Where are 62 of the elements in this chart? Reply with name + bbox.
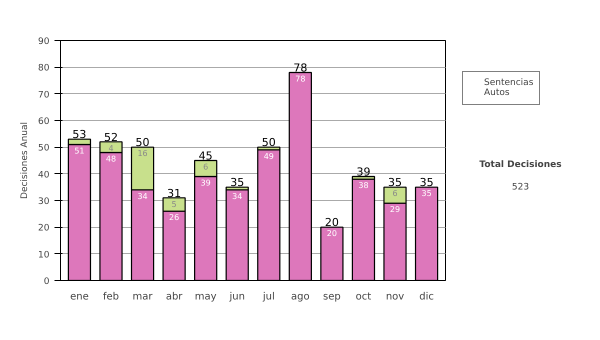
y-tick-label: 10 — [38, 250, 50, 260]
data-label: 35 — [421, 189, 432, 198]
total-label: 50 — [136, 136, 150, 150]
y-tick-label: 40 — [38, 170, 50, 180]
data-label: 6 — [203, 162, 208, 172]
y-tick-label: 80 — [38, 64, 50, 74]
total-label: 35 — [388, 176, 402, 190]
data-label: 51 — [74, 146, 85, 156]
data-label: 39 — [200, 178, 211, 188]
x-tick-label: sep — [323, 292, 341, 302]
bar — [257, 149, 280, 280]
data-label: 34 — [232, 192, 242, 201]
data-label: 38 — [358, 181, 369, 190]
data-label: 26 — [169, 213, 180, 222]
text: Total Decisiones — [479, 160, 562, 170]
bar — [288, 72, 312, 280]
bar — [414, 186, 438, 280]
x-tick-label: jun — [228, 292, 245, 302]
x-tick-label: abr — [166, 292, 184, 302]
y-tick-label: 50 — [38, 144, 50, 154]
total-label: 45 — [198, 150, 213, 162]
x-tick-label: ene — [70, 292, 89, 302]
data-label: 49 — [264, 152, 274, 161]
data-label: 4 — [108, 144, 114, 153]
data-label: 48 — [106, 154, 116, 164]
total-label: 20 — [324, 216, 339, 230]
y-tick-label: 90 — [38, 37, 50, 47]
bar — [226, 189, 249, 280]
x-tick-label: mar — [132, 292, 154, 302]
total-label: 35 — [420, 176, 434, 190]
total-label: 35 — [230, 176, 244, 190]
x-tick-label: nov — [386, 292, 404, 302]
total-label: 53 — [72, 128, 86, 142]
x-tick-label: may — [194, 292, 217, 302]
data-label: 34 — [137, 192, 148, 201]
data-label: 78 — [295, 74, 306, 84]
bar — [352, 178, 376, 280]
bar — [320, 226, 344, 280]
y-tick-label: 20 — [38, 224, 50, 234]
total-label: 78 — [293, 62, 308, 74]
total-label: 39 — [356, 166, 370, 178]
y-tick-label: 70 — [38, 90, 50, 100]
data-label: 29 — [390, 205, 400, 214]
data-label: 20 — [326, 229, 337, 238]
y-tick-label: 60 — [38, 117, 50, 127]
y-tick-label: 0 — [44, 277, 50, 287]
x-tick-label: oct — [356, 292, 372, 302]
data-label: 16 — [137, 149, 148, 158]
y-tick-label: 30 — [38, 197, 50, 207]
total-label: 52 — [104, 130, 118, 144]
total-label: 31 — [167, 186, 182, 200]
text: 523 — [512, 182, 530, 192]
text: Sentencias — [484, 78, 534, 88]
text: Autos — [484, 88, 510, 98]
x-tick-label: feb — [102, 292, 120, 302]
y-axis-title: Decisiones Anual — [20, 122, 30, 199]
data-label: 5 — [172, 200, 177, 209]
x-tick-label: ago — [291, 292, 310, 302]
x-tick-label: jul — [262, 292, 275, 302]
total-label: 50 — [262, 136, 276, 150]
data-label: 6 — [392, 189, 398, 198]
x-tick-label: dic — [419, 292, 434, 302]
